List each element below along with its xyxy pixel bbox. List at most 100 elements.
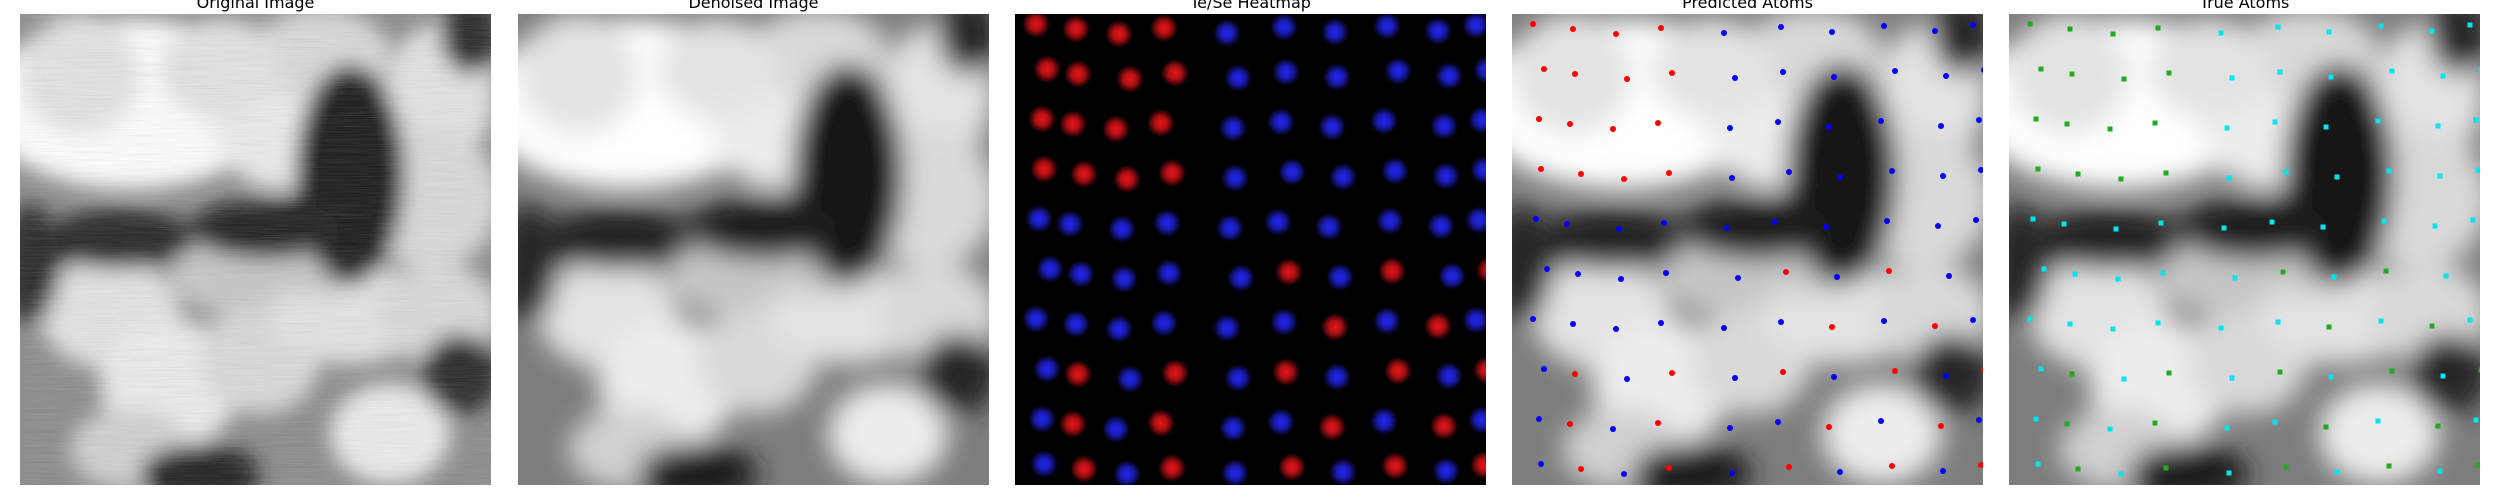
predicted-se-atom: [1732, 75, 1738, 81]
true-se-atom: [2061, 221, 2067, 227]
heatmap-se-peak: [1267, 408, 1295, 436]
heatmap-se-peak: [1432, 457, 1460, 485]
heatmap-se-peak: [1150, 309, 1178, 337]
true-se-atom: [2218, 30, 2224, 36]
true-se-atom: [2107, 426, 2113, 432]
heatmap-se-peak: [1224, 364, 1252, 392]
predicted-te-atom: [1786, 464, 1792, 470]
predicted-se-atom: [1778, 319, 1784, 325]
true-te-atom: [2163, 465, 2169, 471]
heatmap-te-peak: [1321, 313, 1349, 341]
heatmap-te-peak: [1102, 115, 1130, 143]
true-se-atom: [2033, 416, 2039, 422]
true-se-atom: [2155, 320, 2161, 326]
heatmap-se-peak: [1462, 14, 1486, 39]
true-se-atom: [2229, 375, 2235, 381]
true-se-atom: [2331, 274, 2337, 280]
heatmap-te-peak: [1113, 165, 1141, 193]
predicted-te-atom: [1536, 116, 1542, 122]
true-se-atom: [2218, 325, 2224, 331]
heatmap-se-peak: [1153, 209, 1181, 237]
predicted-se-atom: [1618, 276, 1624, 282]
heatmap-se-peak: [1270, 14, 1298, 41]
heatmap-se-peak: [1030, 450, 1058, 478]
predicted-se-atom: [1878, 118, 1884, 124]
true-te-atom: [2075, 171, 2081, 177]
true-se-atom: [2041, 266, 2047, 272]
predicted-atoms-image: [1512, 14, 1983, 485]
predicted-te-atom: [1530, 21, 1536, 27]
true-se-atom: [2226, 470, 2232, 476]
true-se-atom: [2440, 73, 2446, 79]
true-te-atom: [2035, 166, 2041, 172]
true-te-atom: [2110, 31, 2116, 37]
true-te-atom: [2152, 120, 2158, 126]
predicted-se-atom: [1721, 325, 1727, 331]
heatmap-te-peak: [1158, 159, 1186, 187]
heatmap-se-peak: [1113, 460, 1141, 485]
heatmap-se-peak: [1470, 156, 1486, 184]
predicted-te-atom: [1938, 423, 1944, 429]
panel-predicted-atoms: Predicted Atoms: [1512, 0, 1983, 500]
true-se-atom: [2320, 224, 2326, 230]
heatmap-te-peak: [1059, 110, 1087, 138]
true-se-atom: [2269, 219, 2275, 225]
predicted-se-atom: [1970, 22, 1976, 28]
heatmap-te-peak: [1161, 59, 1189, 87]
true-se-atom: [2272, 119, 2278, 125]
heatmap-se-peak: [1219, 414, 1247, 442]
heatmap-te-peak: [1378, 257, 1406, 285]
true-se-atom: [2432, 223, 2438, 229]
predicted-te-atom: [1655, 120, 1661, 126]
heatmap-te-peak: [1275, 258, 1303, 286]
panel-title-original: Original Image: [196, 0, 315, 12]
predicted-te-atom: [1655, 420, 1661, 426]
true-se-atom: [2121, 376, 2127, 382]
predicted-se-atom: [1940, 468, 1946, 474]
predicted-te-atom: [1978, 462, 1983, 468]
true-se-atom: [2473, 117, 2479, 123]
heatmap-se-peak: [1036, 255, 1064, 283]
heatmap-se-peak: [1321, 18, 1349, 46]
predicted-se-atom: [1831, 74, 1837, 80]
true-te-atom: [2277, 369, 2283, 375]
true-te-atom: [2038, 66, 2044, 72]
true-se-atom: [2113, 226, 2119, 232]
predicted-se-atom: [1570, 321, 1576, 327]
true-te-atom: [2475, 462, 2480, 468]
heatmap-se-peak: [1473, 56, 1486, 84]
predicted-se-atom: [1772, 219, 1778, 225]
heatmap-te-peak: [1070, 455, 1098, 483]
true-te-atom: [2166, 370, 2172, 376]
predicted-se-atom: [1541, 366, 1547, 372]
predicted-se-atom: [1946, 273, 1952, 279]
true-se-atom: [2437, 468, 2443, 474]
predicted-se-atom: [1829, 29, 1835, 35]
predicted-te-atom: [1932, 323, 1938, 329]
predicted-te-atom: [1780, 369, 1786, 375]
heatmap-se-peak: [1270, 308, 1298, 336]
predicted-te-atom: [1666, 465, 1672, 471]
predicted-se-atom: [1721, 30, 1727, 36]
predicted-te-atom: [1572, 71, 1578, 77]
true-se-atom: [2232, 275, 2238, 281]
true-te-atom: [2033, 116, 2039, 122]
predicted-se-atom: [1775, 119, 1781, 125]
predicted-se-atom: [1834, 274, 1840, 280]
heatmap-te-peak: [1105, 20, 1133, 48]
predicted-se-atom: [1729, 470, 1735, 476]
predicted-te-atom: [1829, 324, 1835, 330]
heatmap-se-peak: [1370, 107, 1398, 135]
true-te-atom: [2064, 421, 2070, 427]
predicted-se-atom: [1575, 271, 1581, 277]
panel-original-image: Original Image: [20, 0, 491, 500]
true-se-atom: [2440, 373, 2446, 379]
predicted-te-atom: [1981, 367, 1983, 373]
true-se-atom: [2328, 74, 2334, 80]
heatmap-se-peak: [1267, 108, 1295, 136]
predicted-se-atom: [1935, 223, 1941, 229]
predicted-se-atom: [1663, 270, 1669, 276]
predicted-se-atom: [1837, 469, 1843, 475]
heatmap-te-peak: [1161, 359, 1189, 387]
heatmap-te-peak: [1424, 312, 1452, 340]
